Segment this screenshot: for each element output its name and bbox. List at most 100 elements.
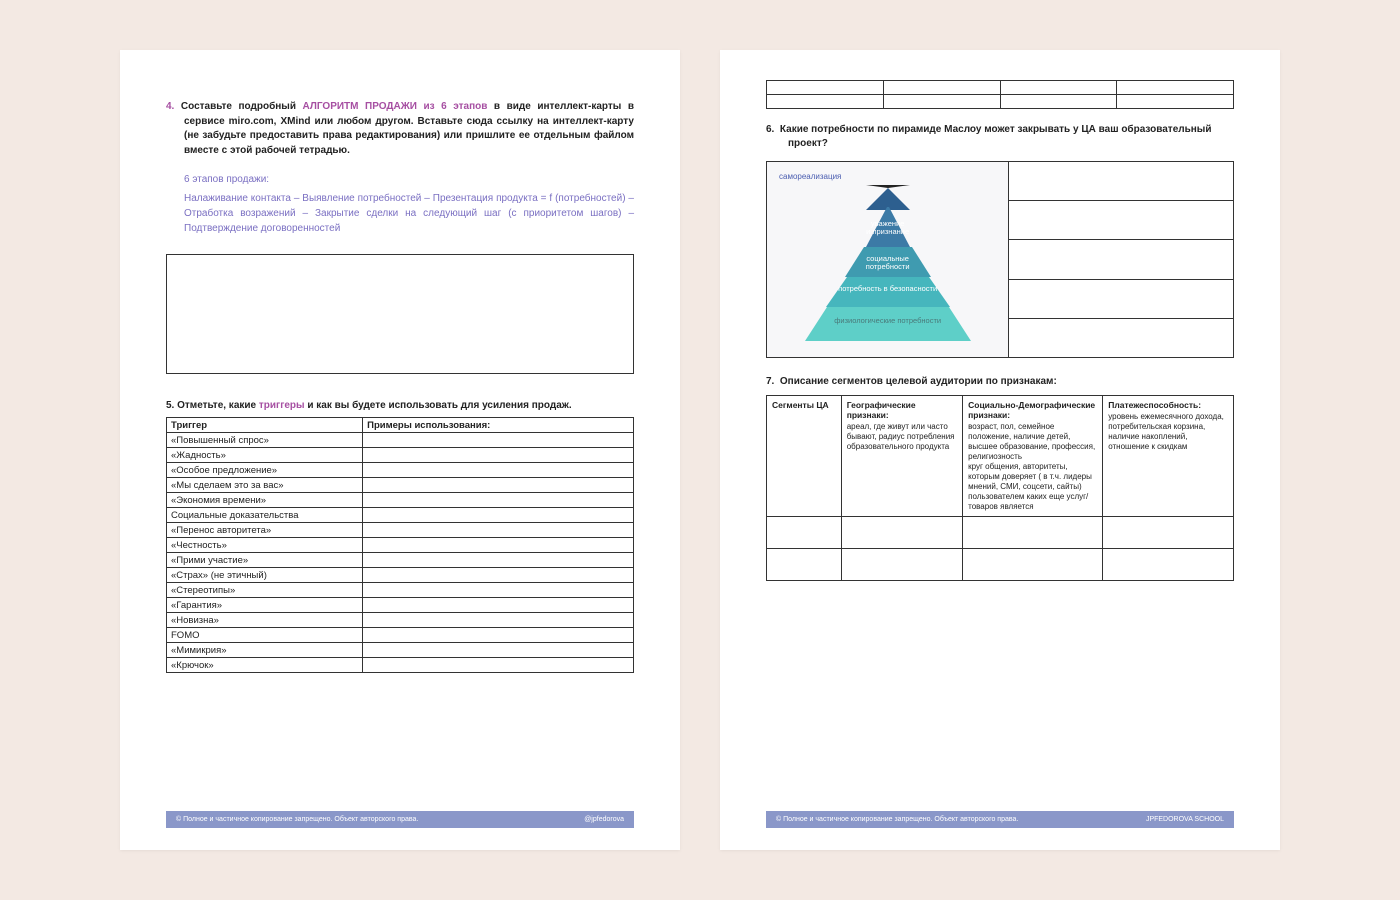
top-grid-table <box>766 80 1234 109</box>
maslow-answer-row[interactable] <box>1009 162 1233 201</box>
q6-title-text: Какие потребности по пирамиде Маслоу мож… <box>780 124 1212 149</box>
q6-number: 6. <box>766 124 774 135</box>
trigger-example-cell[interactable] <box>363 538 634 553</box>
trigger-example-cell[interactable] <box>363 508 634 523</box>
pyramid-level-label: уважениеи признание <box>783 220 993 236</box>
segments-table: Сегменты ЦАГеографические признаки:ареал… <box>766 395 1234 581</box>
page-left: 4. Составьте подробный АЛГОРИТМ ПРОДАЖИ … <box>120 50 680 850</box>
trigger-example-cell[interactable] <box>363 493 634 508</box>
segments-col-head: Социально-Демографические признаки:возра… <box>963 396 1103 517</box>
segments-col-head: Платежеспособность:уровень ежемесячного … <box>1103 396 1234 517</box>
trigger-example-cell[interactable] <box>363 433 634 448</box>
maslow-answer-row[interactable] <box>1009 201 1233 240</box>
trigger-name-cell: «Новизна» <box>167 613 363 628</box>
trigger-example-cell[interactable] <box>363 643 634 658</box>
trigger-name-cell: «Гарантия» <box>167 598 363 613</box>
segments-cell[interactable] <box>963 517 1103 549</box>
q5-prompt: 5. Отметьте, какие триггеры и как вы буд… <box>184 400 634 411</box>
table-row: «Страх» (не этичный) <box>167 568 634 583</box>
maslow-pyramid-cell: самореализация уважениеи признаниесоциал… <box>767 162 1009 357</box>
topgrid-cell[interactable] <box>1117 81 1234 95</box>
table-row: «Мимикрия» <box>167 643 634 658</box>
footer-handle: @jpfedorova <box>584 816 624 823</box>
segments-cell[interactable] <box>767 549 842 581</box>
pyramid-level-label: физиологические потребности <box>783 317 993 325</box>
segments-cell[interactable] <box>841 517 962 549</box>
trigger-name-cell: «Мы сделаем это за вас» <box>167 478 363 493</box>
page-right-content: 6. Какие потребности по пирамиде Маслоу … <box>720 50 1280 581</box>
table-row: «Мы сделаем это за вас» <box>167 478 634 493</box>
q4-text-before: Составьте подробный <box>181 101 303 112</box>
table-row: «Прими участие» <box>167 553 634 568</box>
segments-cell[interactable] <box>767 517 842 549</box>
q5-text-after: и как вы будете использовать для усилени… <box>305 400 572 411</box>
segments-col-head: Географические признаки:ареал, где живут… <box>841 396 962 517</box>
maslow-answer-row[interactable] <box>1009 319 1233 357</box>
topgrid-cell[interactable] <box>767 81 884 95</box>
trigger-name-cell: «Повышенный спрос» <box>167 433 363 448</box>
maslow-pyramid: уважениеи признание социальныепотребности… <box>783 185 993 347</box>
table-row: «Особое предложение» <box>167 463 634 478</box>
page-right: 6. Какие потребности по пирамиде Маслоу … <box>720 50 1280 850</box>
segments-cell[interactable] <box>963 549 1103 581</box>
footer-left-page: © Полное и частичное копирование запреще… <box>166 811 634 828</box>
segments-col-head: Сегменты ЦА <box>767 396 842 517</box>
table-row: «Экономия времени» <box>167 493 634 508</box>
trigger-example-cell[interactable] <box>363 448 634 463</box>
trigger-example-cell[interactable] <box>363 568 634 583</box>
table-row <box>767 549 1234 581</box>
topgrid-cell[interactable] <box>1117 95 1234 109</box>
q4-answer-box[interactable] <box>166 254 634 374</box>
topgrid-cell[interactable] <box>1000 95 1117 109</box>
trigger-name-cell: «Честность» <box>167 538 363 553</box>
trigger-example-cell[interactable] <box>363 583 634 598</box>
table-row: «Честность» <box>167 538 634 553</box>
trigger-example-cell[interactable] <box>363 553 634 568</box>
trigger-name-cell: «Мимикрия» <box>167 643 363 658</box>
trigger-name-cell: «Особое предложение» <box>167 463 363 478</box>
table-row: «Повышенный спрос» <box>167 433 634 448</box>
footer-copyright: © Полное и частичное копирование запреще… <box>776 816 1018 823</box>
q5-highlight: триггеры <box>259 400 305 411</box>
trigger-name-cell: «Прими участие» <box>167 553 363 568</box>
trigger-example-cell[interactable] <box>363 598 634 613</box>
table-row: «Гарантия» <box>167 598 634 613</box>
table-row: FOMO <box>167 628 634 643</box>
trigger-example-cell[interactable] <box>363 628 634 643</box>
trigger-example-cell[interactable] <box>363 463 634 478</box>
table-row: «Перенос авторитета» <box>167 523 634 538</box>
trigger-name-cell: «Стереотипы» <box>167 583 363 598</box>
trigger-example-cell[interactable] <box>363 613 634 628</box>
q4-subtitle: 6 этапов продажи: <box>184 172 634 187</box>
segments-cell[interactable] <box>1103 549 1234 581</box>
triggers-col1-head: Триггер <box>167 418 363 433</box>
triggers-table: Триггер Примеры использования: «Повышенн… <box>166 417 634 673</box>
trigger-example-cell[interactable] <box>363 523 634 538</box>
q7-number: 7. <box>766 376 774 387</box>
table-row: «Стереотипы» <box>167 583 634 598</box>
topgrid-cell[interactable] <box>883 95 1000 109</box>
trigger-example-cell[interactable] <box>363 658 634 673</box>
q6-prompt: 6. Какие потребности по пирамиде Маслоу … <box>788 123 1234 151</box>
pyramid-level-label: потребность в безопасности <box>783 285 993 293</box>
trigger-name-cell: «Перенос авторитета» <box>167 523 363 538</box>
table-row: Социальные доказательства <box>167 508 634 523</box>
pyramid-level-label: социальныепотребности <box>783 255 993 271</box>
topgrid-cell[interactable] <box>883 81 1000 95</box>
topgrid-cell[interactable] <box>1000 81 1117 95</box>
trigger-name-cell: FOMO <box>167 628 363 643</box>
trigger-example-cell[interactable] <box>363 478 634 493</box>
triggers-col2-head: Примеры использования: <box>363 418 634 433</box>
maslow-answers-column <box>1009 162 1233 357</box>
trigger-name-cell: «Крючок» <box>167 658 363 673</box>
segments-cell[interactable] <box>1103 517 1234 549</box>
q4-number: 4. <box>166 101 174 112</box>
q5-number: 5. <box>166 400 174 411</box>
segments-cell[interactable] <box>841 549 962 581</box>
maslow-answer-row[interactable] <box>1009 280 1233 319</box>
table-row: «Крючок» <box>167 658 634 673</box>
table-row <box>767 517 1234 549</box>
topgrid-cell[interactable] <box>767 95 884 109</box>
q4-highlight: АЛГОРИТМ ПРОДАЖИ из 6 этапов <box>303 101 488 112</box>
maslow-answer-row[interactable] <box>1009 240 1233 279</box>
